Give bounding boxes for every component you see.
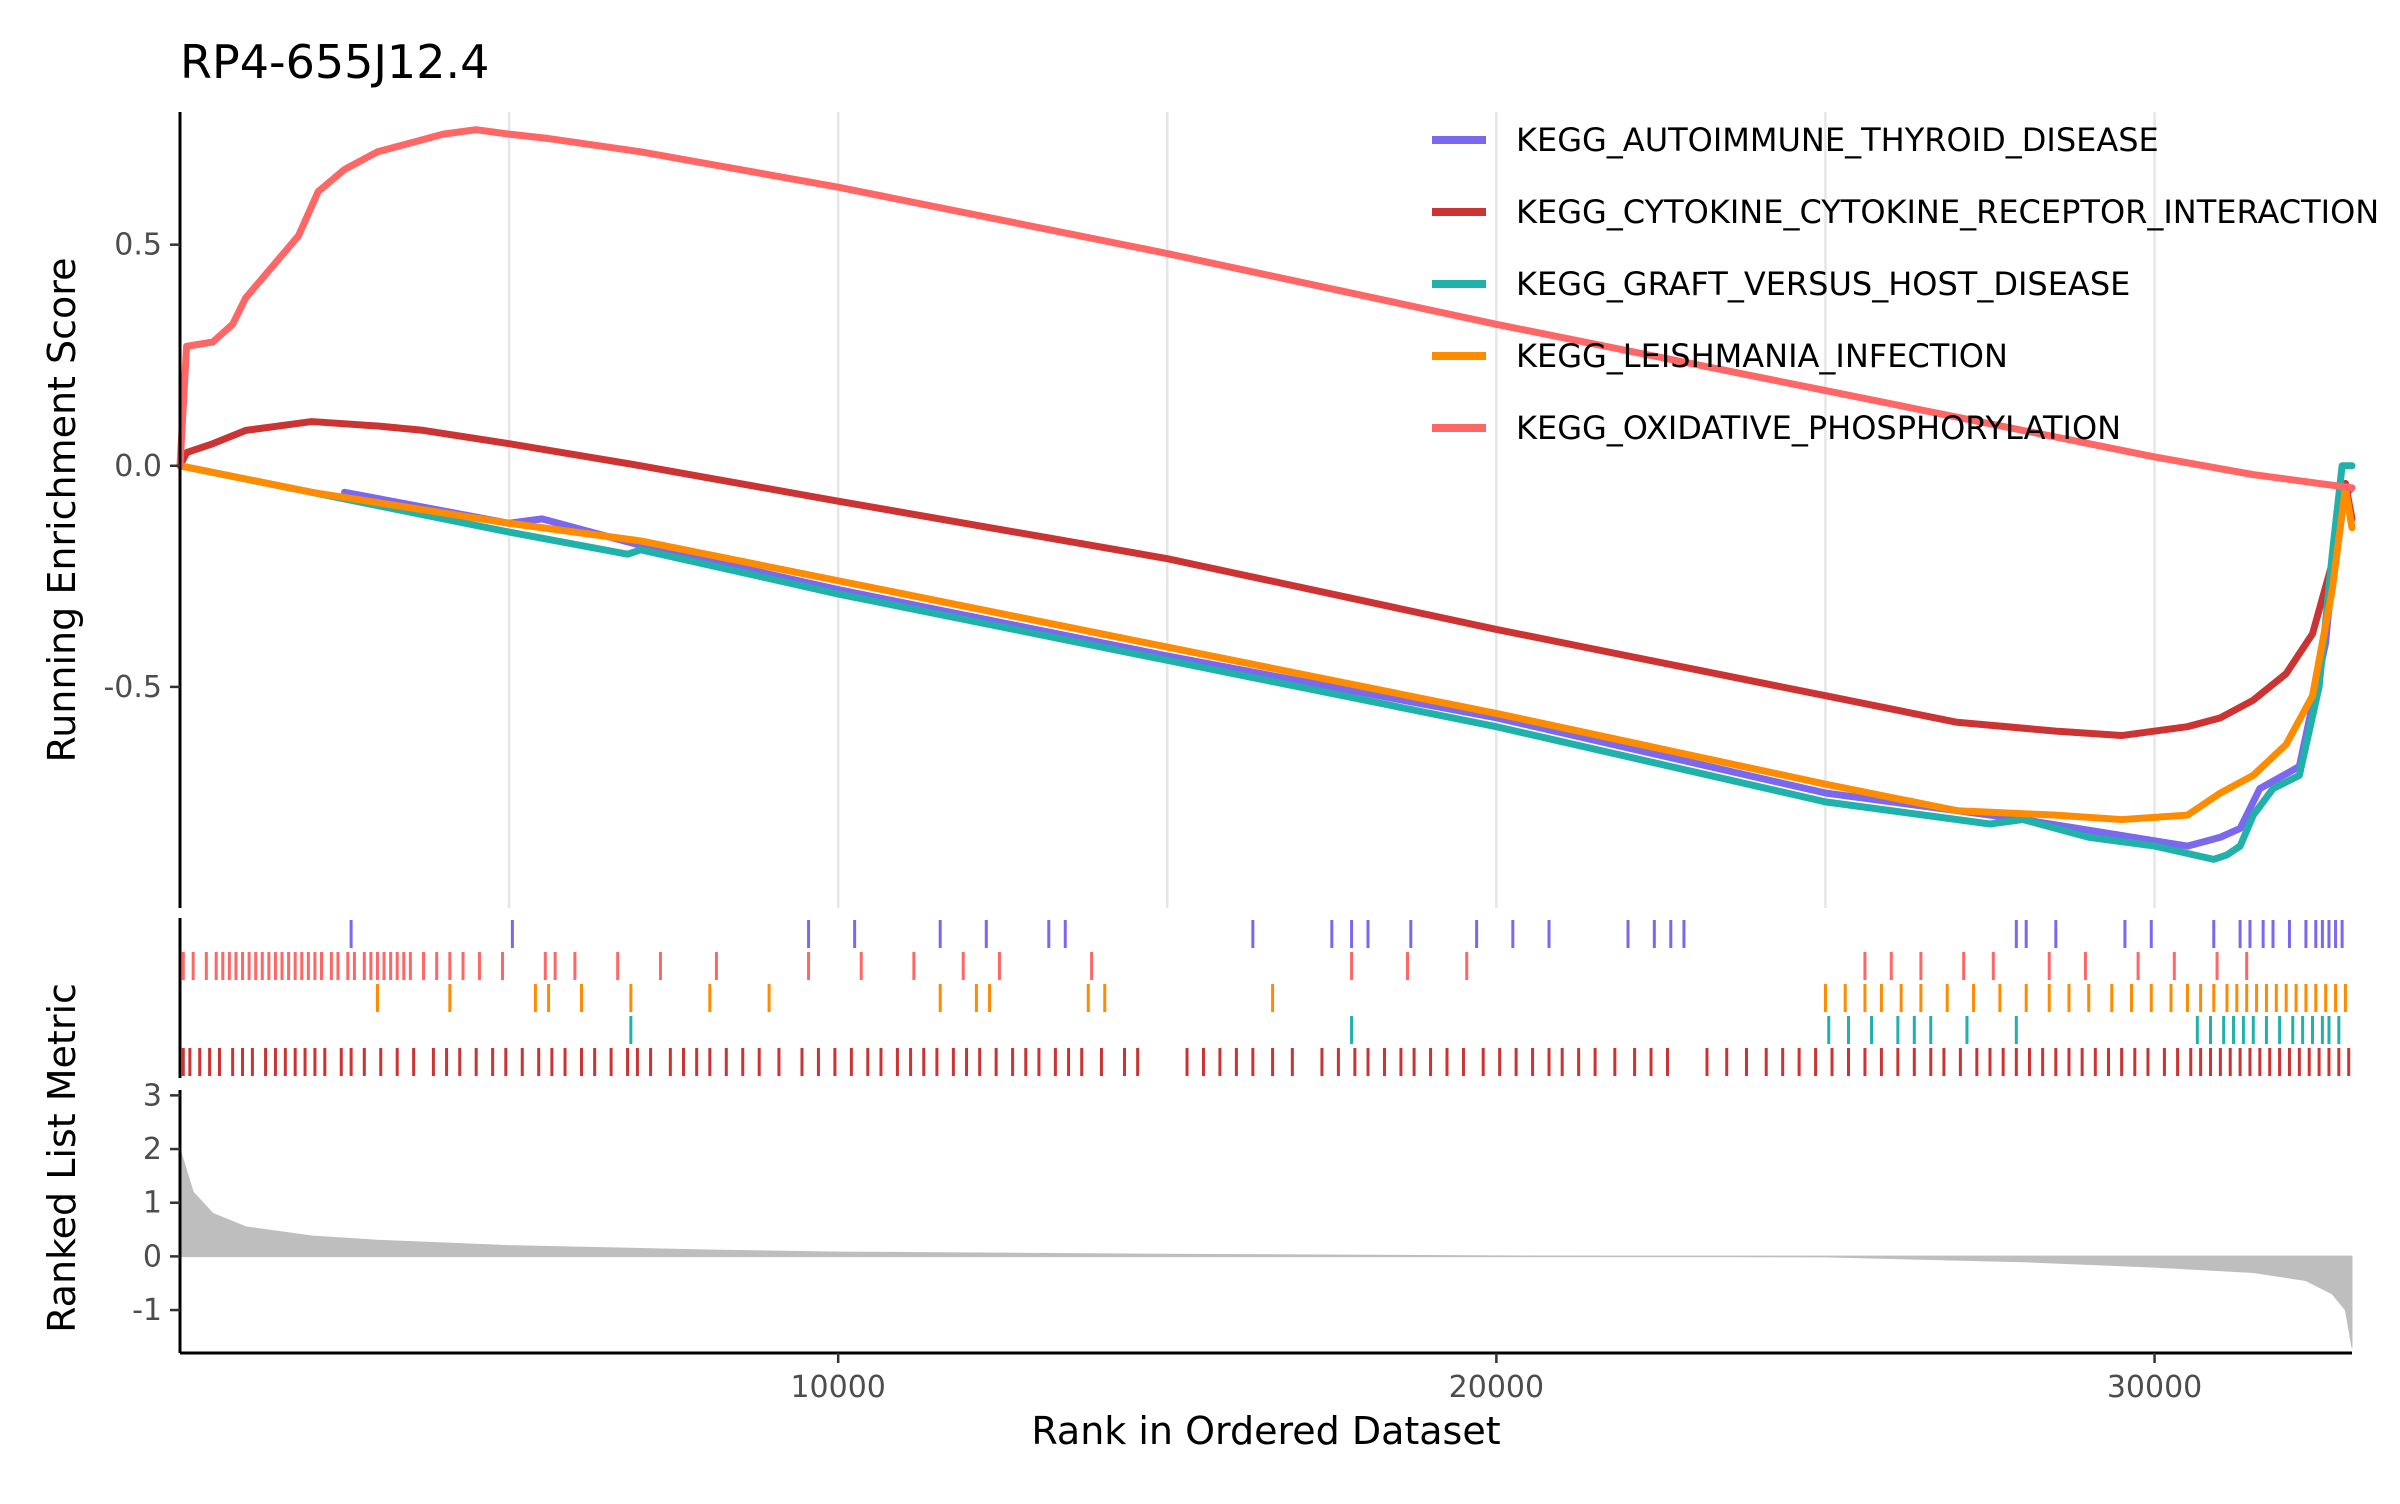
grid-layer <box>507 112 2156 908</box>
metric-y-tick-label: 3 <box>143 1078 162 1113</box>
x-tick-label: 30000 <box>2107 1370 2202 1405</box>
legend-label: KEGG_LEISHMANIA_INFECTION <box>1516 337 2008 375</box>
es-line <box>176 418 2356 740</box>
metric-y-tick-label: -1 <box>132 1293 162 1328</box>
gene-hit-rugs <box>181 920 2351 1076</box>
x-tick-label: 20000 <box>1449 1370 1544 1405</box>
legend-label: KEGG_OXIDATIVE_PHOSPHORYLATION <box>1516 409 2121 447</box>
legend: KEGG_AUTOIMMUNE_THYROID_DISEASE KEGG_CYTO… <box>1432 121 2379 447</box>
ranked-metric-layer <box>179 1148 2353 1348</box>
es-lines-layer <box>176 126 2356 863</box>
legend-label: KEGG_AUTOIMMUNE_THYROID_DISEASE <box>1516 121 2159 159</box>
metric-y-tick-label: 2 <box>143 1132 162 1167</box>
es-line <box>176 462 2356 824</box>
y-axis-label-bottom: Ranked List Metric <box>40 983 84 1333</box>
legend-label: KEGG_GRAFT_VERSUS_HOST_DISEASE <box>1516 265 2130 303</box>
axes-layer: 0.5 0.0 -0.5 3 2 1 0 -1 10000 20000 30000 <box>103 112 2352 1405</box>
es-y-tick-label: -0.5 <box>103 670 162 705</box>
x-tick-label: 10000 <box>790 1370 885 1405</box>
legend-label: KEGG_CYTOKINE_CYTOKINE_RECEPTOR_INTERACT… <box>1516 193 2379 231</box>
es-line <box>176 126 2356 492</box>
chart-title: RP4-655J12.4 <box>180 35 489 89</box>
y-axis-label-top: Running Enrichment Score <box>40 258 84 763</box>
es-y-tick-label: 0.0 <box>114 449 162 484</box>
metric-y-tick-label: 0 <box>143 1239 162 1274</box>
x-axis-label: Rank in Ordered Dataset <box>1031 1409 1500 1453</box>
metric-y-tick-label: 1 <box>143 1186 162 1221</box>
es-line <box>176 462 2356 863</box>
ranked-metric-area <box>179 1148 2353 1348</box>
es-y-tick-label: 0.5 <box>114 228 162 263</box>
